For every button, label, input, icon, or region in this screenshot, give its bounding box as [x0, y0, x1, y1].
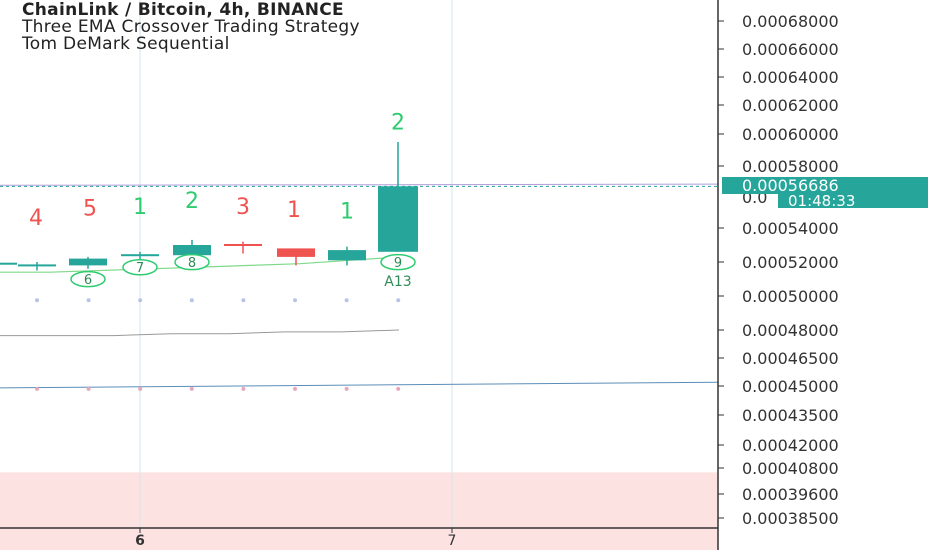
setup-count-label: 2 — [391, 111, 405, 136]
candle-body — [378, 186, 418, 252]
indicator-dot-upper — [35, 298, 39, 303]
indicator-td-sequential: Tom DeMark Sequential — [22, 34, 230, 54]
countdown-timer-label: 01:48:33 — [788, 192, 855, 210]
indicator-dot-lower — [86, 386, 91, 391]
zone-rect — [0, 472, 718, 550]
resistance-line — [0, 183, 719, 186]
setup-count-label: 1 — [287, 198, 301, 223]
indicator-dot-upper — [396, 298, 401, 303]
countdown-label: 7 — [136, 261, 144, 276]
price-tick-label: 0.00042000 — [742, 436, 839, 455]
time-tick-label: 7 — [448, 533, 457, 549]
chart-title: ChainLink / Bitcoin, 4h, BINANCE — [22, 0, 344, 20]
indicator-dot-upper — [241, 298, 246, 303]
indicator-dot-lower — [241, 386, 246, 391]
price-tick-label: 0.00058000 — [742, 157, 839, 176]
countdown-circle — [70, 270, 106, 288]
indicator-dot-lower — [189, 386, 194, 391]
td-sequential-labels: 4 5 1 2 3 1 1 2 6 7 8 9 A13 — [29, 111, 416, 290]
countdown-label: 9 — [394, 256, 402, 271]
countdown-label: 6 — [84, 273, 92, 288]
candle-body — [277, 248, 315, 257]
chart-legend: ChainLink / Bitcoin, 4h, BINANCE Three E… — [22, 2, 360, 53]
price-tick-label: 0.00046500 — [742, 349, 839, 368]
long-ema-line — [0, 381, 719, 389]
price-tick-label: 0.00039600 — [742, 485, 839, 504]
countdown-circle — [174, 253, 210, 271]
countdown-tag — [778, 194, 928, 208]
candle-body — [328, 250, 366, 261]
setup-count-label: 4 — [29, 206, 43, 231]
indicator-dot-lower — [138, 386, 143, 391]
indicator-dot-upper — [189, 298, 194, 303]
candle-body — [224, 244, 262, 246]
indicator-dot-lower — [396, 386, 401, 391]
time-tick-label: 6 — [135, 533, 145, 549]
price-tick-label: 0.00043500 — [742, 406, 839, 425]
last-price-label: 0.00056686 — [742, 176, 839, 195]
price-tick-label: 0.00068000 — [742, 12, 839, 31]
price-tick-label: 0.00038500 — [742, 509, 839, 528]
price-tick-label: 0.00050000 — [742, 287, 839, 306]
candle-body — [0, 262, 17, 265]
price-tick-label: 0.00060000 — [742, 125, 839, 144]
countdown-circle — [122, 258, 158, 276]
price-tick-label: 0.00062000 — [742, 96, 839, 115]
price-tick-label: 0.00052000 — [742, 253, 839, 272]
price-tick-label: 0.00040800 — [742, 459, 839, 478]
indicator-dot-upper — [344, 298, 349, 303]
setup-count-label: 2 — [185, 189, 199, 214]
setup-count-label: 1 — [340, 200, 354, 225]
countdown-annotation: A13 — [384, 274, 411, 290]
indicator-dot-upper — [293, 298, 297, 303]
price-tick-label: 0.00054000 — [742, 219, 839, 238]
indicator-dot-lower — [293, 386, 297, 391]
setup-count-label: 3 — [236, 195, 250, 220]
candle-body — [121, 254, 159, 257]
indicator-dot-upper — [86, 298, 91, 303]
candle-body — [69, 258, 107, 266]
countdown-circle — [380, 253, 416, 271]
setup-count-label: 1 — [133, 195, 147, 220]
indicator-dots — [35, 298, 401, 391]
mid-ema-line — [0, 329, 400, 337]
candle-body — [18, 264, 56, 267]
candles — [0, 142, 418, 271]
indicator-dot-upper — [138, 298, 143, 303]
indicator-ema-crossover: Three EMA Crossover Trading Strategy — [22, 17, 360, 37]
indicator-dot-lower — [344, 386, 349, 391]
price-tick-label: 0.00066000 — [742, 40, 839, 59]
price-tick-label: 0.00064000 — [742, 68, 839, 87]
last-price-tag — [722, 177, 928, 194]
countdown-label: 8 — [188, 256, 196, 271]
price-tick-label: 0.00045000 — [742, 377, 839, 396]
setup-count-label: 5 — [83, 197, 97, 222]
indicator-dot-lower — [35, 386, 39, 391]
candle-body — [173, 245, 211, 256]
price-tick-label: 0.00048000 — [742, 321, 839, 340]
